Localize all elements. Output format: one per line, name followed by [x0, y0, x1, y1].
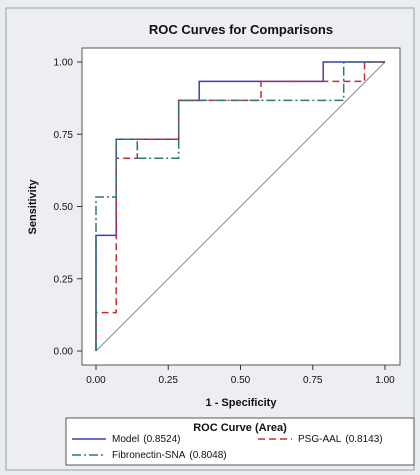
legend-label: Fibronectin-SNA (0.8048) [112, 450, 227, 461]
legend-label: Model (0.8524) [112, 434, 181, 445]
legend-series-area: (0.8048) [189, 450, 226, 461]
y-tick-label: 1.00 [54, 58, 74, 69]
legend-series-area: (0.8143) [345, 434, 382, 445]
legend-series-name: Model [112, 434, 139, 445]
legend-label: PSG-AAL (0.8143) [298, 434, 383, 445]
series-line-psg-aal [95, 61, 385, 351]
legend-series-name: PSG-AAL [298, 434, 342, 445]
reference-diagonal [95, 61, 386, 352]
y-tick-label: 0.25 [54, 274, 74, 285]
x-axis-label: 1 - Specificity [206, 397, 278, 409]
y-tick-label: 0.00 [54, 347, 74, 358]
series-line-fibronectin-sna [95, 61, 385, 351]
legend-title: ROC Curve (Area) [193, 422, 287, 434]
x-tick-label: 0.50 [231, 375, 251, 386]
legend-series-area: (0.8524) [143, 434, 180, 445]
y-tick-label: 0.50 [54, 202, 74, 213]
series-layer [95, 61, 386, 352]
legend-series-name: Fibronectin-SNA [112, 450, 186, 461]
x-tick-label: 0.75 [303, 375, 323, 386]
y-axis-label: Sensitivity [27, 179, 39, 235]
x-tick-label: 0.00 [86, 375, 106, 386]
x-tick-label: 0.25 [159, 375, 179, 386]
axis-ticks: 0.00 0.25 0.50 0.75 1.00 0.00 0.25 0.50 0.75 1.00 [54, 58, 396, 387]
legend-items: Model (0.8524) PSG-AAL (0.8143) Fibronectin-… [72, 434, 383, 461]
legend-box [65, 417, 415, 466]
x-tick-label: 1.00 [375, 375, 395, 386]
y-tick-label: 0.75 [54, 130, 74, 141]
chart-title: ROC Curves for Comparisons [149, 22, 333, 37]
